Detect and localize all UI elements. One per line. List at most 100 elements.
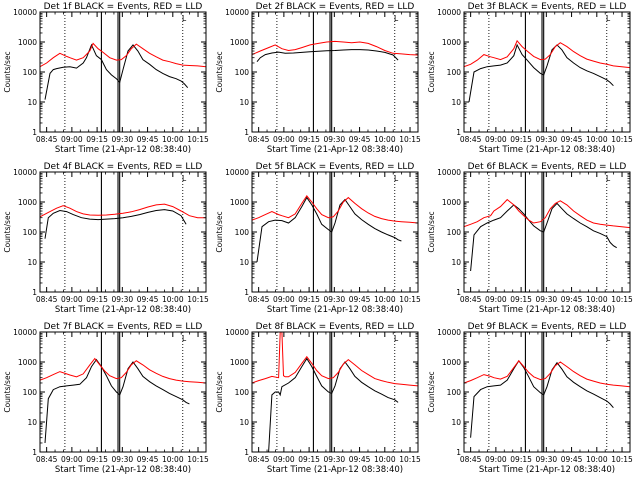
x-tick-label: 09:15 [510,295,532,304]
x-tick-label: 09:30 [536,295,558,304]
events-series-line [256,49,399,63]
x-tick-label: 09:00 [273,455,295,464]
x-tick-label: 09:30 [536,455,558,464]
y-tick-label: 10000 [13,328,37,337]
y-tick-label: 1000 [18,358,37,367]
chart-panel-7: Det 7f BLACK = Events, RED = LLD L 1 10 100 1… [3,322,209,475]
lld-series-line [252,195,418,224]
y-tick-label: 1 [244,448,249,457]
y-tick-label: 10 [239,418,249,427]
events-series-line [44,209,187,239]
y-tick-label: 10 [451,98,461,107]
y-tick-label: 100 [23,68,38,77]
legend-marker: L [394,14,399,23]
x-tick-label: 08:45 [460,135,482,144]
y-tick-label: 100 [235,68,250,77]
x-axis-label: Start Time (21-Apr-12 08:38:40) [479,145,615,155]
y-tick-label: 10 [27,98,37,107]
legend-marker: L [394,334,399,343]
y-tick-label: 10000 [437,328,461,337]
x-tick-label: 10:00 [374,455,396,464]
x-tick-label: 09:45 [561,135,583,144]
chart-title: Det 5f BLACK = Events, RED = LLD [256,162,415,172]
y-tick-label: 10000 [13,8,37,17]
chart-title: Det 7f BLACK = Events, RED = LLD [44,322,203,332]
y-tick-label: 1000 [18,198,37,207]
x-tick-label: 10:15 [187,455,209,464]
x-tick-label: 09:15 [86,295,108,304]
x-tick-label: 10:15 [399,455,421,464]
y-tick-label: 1 [456,288,461,297]
x-tick-label: 09:15 [510,135,532,144]
y-tick-label: 10 [27,418,37,427]
lld-series-line [464,359,630,388]
legend-marker: L [182,334,187,343]
y-tick-label: 100 [235,228,250,237]
chart-panel-2: Det 2f BLACK = Events, RED = LLD L 1 10 100 1… [215,2,421,155]
chart-panel-9: Det 9f BLACK = Events, RED = LLD L 1 10 100 1… [427,322,633,475]
y-tick-label: 10000 [225,168,249,177]
x-tick-label: 09:30 [324,455,346,464]
x-tick-label: 09:45 [561,455,583,464]
x-tick-label: 10:15 [187,295,209,304]
y-tick-label: 10 [451,418,461,427]
y-axis-label: Counts/sec [215,51,224,92]
x-tick-label: 08:45 [36,135,58,144]
x-tick-label: 10:00 [162,135,184,144]
x-tick-label: 10:15 [611,135,633,144]
y-axis-label: Counts/sec [427,51,436,92]
chart-title: Det 2f BLACK = Events, RED = LLD [256,2,415,12]
x-axis-label: Start Time (21-Apr-12 08:38:40) [267,305,403,315]
y-axis-label: Counts/sec [215,211,224,252]
x-axis-label: Start Time (21-Apr-12 08:38:40) [55,465,191,475]
x-tick-label: 09:30 [112,135,134,144]
y-tick-label: 10000 [13,168,37,177]
x-tick-label: 10:00 [586,455,608,464]
lld-series-line [464,198,630,229]
lld-series-line [464,39,630,69]
x-tick-label: 08:45 [460,455,482,464]
x-axis-label: Start Time (21-Apr-12 08:38:40) [55,305,191,315]
x-tick-label: 10:15 [399,135,421,144]
x-tick-label: 10:15 [611,295,633,304]
chart-panel-6: Det 6f BLACK = Events, RED = LLD L 1 10 100 1… [427,162,633,315]
chart-title: Det 1f BLACK = Events, RED = LLD [44,2,203,12]
legend-marker: L [394,174,399,183]
x-tick-label: 08:45 [248,135,270,144]
y-tick-label: 10000 [225,8,249,17]
y-tick-label: 1 [32,288,37,297]
x-tick-label: 09:00 [485,135,507,144]
y-tick-label: 100 [23,388,38,397]
events-series-line [470,359,614,438]
y-tick-label: 1 [456,128,461,137]
y-tick-label: 100 [447,68,462,77]
x-tick-label: 09:30 [324,135,346,144]
x-axis-label: Start Time (21-Apr-12 08:38:40) [55,145,191,155]
x-tick-label: 10:00 [374,135,396,144]
x-axis-label: Start Time (21-Apr-12 08:38:40) [267,465,403,475]
x-tick-label: 09:30 [112,455,134,464]
legend-marker: L [606,14,611,23]
y-tick-label: 1000 [230,198,249,207]
legend-marker: L [606,174,611,183]
y-axis-label: Counts/sec [215,371,224,412]
y-tick-label: 1 [32,448,37,457]
chart-title: Det 6f BLACK = Events, RED = LLD [468,162,627,172]
x-tick-label: 09:30 [536,135,558,144]
y-tick-label: 10000 [225,328,249,337]
x-tick-label: 09:15 [510,455,532,464]
y-tick-label: 1 [244,128,249,137]
x-tick-label: 09:15 [86,135,108,144]
chart-title: Det 4f BLACK = Events, RED = LLD [44,162,203,172]
lld-series-line [40,42,206,68]
x-tick-label: 09:45 [349,295,371,304]
y-tick-label: 1000 [442,198,461,207]
x-axis-label: Start Time (21-Apr-12 08:38:40) [479,465,615,475]
x-tick-label: 09:45 [561,295,583,304]
events-series-line [44,43,189,100]
x-tick-label: 09:45 [137,455,159,464]
events-series-line [470,202,617,272]
x-tick-label: 10:15 [399,295,421,304]
x-tick-label: 09:15 [86,455,108,464]
